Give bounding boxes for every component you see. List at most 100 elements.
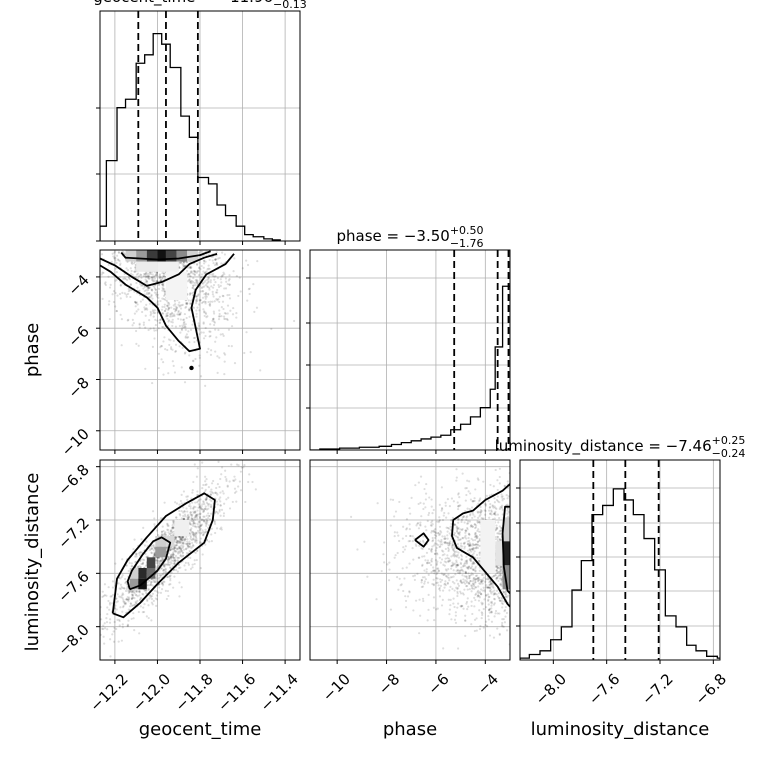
sample-point (228, 507, 232, 510)
sample-point (184, 323, 187, 326)
sample-point (152, 555, 155, 558)
sample-point (450, 576, 454, 579)
sample-point (491, 505, 494, 508)
density-cell (129, 578, 139, 590)
sample-point (499, 599, 502, 602)
sample-point (485, 606, 488, 609)
sample-point (160, 567, 163, 570)
sample-point (173, 546, 176, 549)
sample-point (160, 308, 164, 311)
histogram-bin (687, 645, 696, 660)
sample-point (174, 501, 177, 504)
sample-point (505, 594, 508, 598)
sample-point (478, 559, 481, 563)
sample-point (423, 576, 426, 579)
sample-point (175, 550, 178, 553)
sample-point (122, 598, 125, 601)
sample-point (139, 565, 142, 569)
sample-point (178, 266, 181, 269)
sample-point (470, 584, 473, 587)
density-cell (146, 250, 158, 262)
sample-point (246, 299, 249, 302)
sample-point (183, 539, 186, 542)
sample-point (167, 308, 170, 311)
sample-point (241, 267, 244, 270)
sample-point (435, 562, 439, 565)
sample-point (191, 531, 195, 534)
sample-point (198, 506, 201, 509)
sample-point (476, 579, 480, 583)
sample-point (164, 563, 167, 566)
sample-point (421, 555, 424, 558)
sample-point (168, 315, 172, 318)
sample-point (193, 559, 196, 562)
sample-point (218, 300, 221, 304)
sample-point (245, 331, 248, 334)
sample-point (441, 589, 445, 592)
sample-point (138, 591, 141, 594)
sample-point (225, 478, 228, 481)
sample-point (466, 584, 469, 588)
sample-point (414, 484, 417, 487)
sample-point (129, 602, 133, 605)
sample-point (182, 535, 185, 539)
sample-point (147, 587, 150, 590)
sample-point (468, 558, 471, 561)
sample-point (480, 580, 483, 583)
sample-point (178, 509, 181, 513)
density-cell (176, 250, 188, 262)
sample-point (441, 554, 444, 557)
sample-point (192, 360, 195, 363)
sample-point (130, 261, 133, 264)
sample-point (187, 561, 190, 565)
sample-point (468, 541, 471, 545)
sample-point (447, 557, 451, 560)
sample-point (208, 335, 211, 338)
sample-point (500, 493, 503, 496)
sample-point (182, 542, 185, 545)
sample-point (194, 284, 197, 287)
sample-point (152, 545, 155, 548)
sample-point (166, 563, 169, 566)
sample-point (180, 555, 183, 558)
sample-point (164, 298, 167, 301)
sample-point (146, 276, 150, 279)
sample-point (120, 318, 124, 321)
sample-point (215, 500, 218, 503)
sample-point (489, 582, 493, 586)
sample-point (233, 257, 236, 260)
sample-point (472, 546, 475, 550)
sample-point (173, 549, 176, 552)
sample-point (484, 620, 488, 623)
sample-point (133, 629, 136, 632)
sample-point (203, 311, 206, 314)
sample-point (197, 503, 200, 506)
sample-point (499, 571, 502, 574)
histogram-bin (696, 651, 707, 660)
sample-point (432, 530, 435, 533)
sample-point (143, 588, 146, 592)
sample-point (167, 528, 170, 532)
sample-point (491, 590, 494, 593)
sample-point (143, 589, 146, 592)
sample-point (139, 605, 142, 608)
density-cell (146, 557, 156, 568)
sample-point (153, 329, 156, 332)
sample-point (172, 526, 175, 529)
sample-point (196, 513, 200, 516)
sample-point (180, 304, 183, 307)
sample-point (239, 290, 242, 293)
sample-point (477, 599, 481, 602)
sample-point (453, 552, 456, 555)
sample-point (195, 537, 198, 540)
histogram-bin (401, 443, 411, 450)
histogram-bin (603, 505, 614, 660)
sample-point (469, 498, 473, 501)
sample-point (457, 505, 460, 508)
sample-point (155, 559, 158, 563)
sample-point (465, 602, 468, 605)
sample-point (202, 510, 206, 513)
sample-point (214, 510, 217, 513)
sample-point (465, 516, 468, 519)
sample-point (194, 534, 197, 538)
